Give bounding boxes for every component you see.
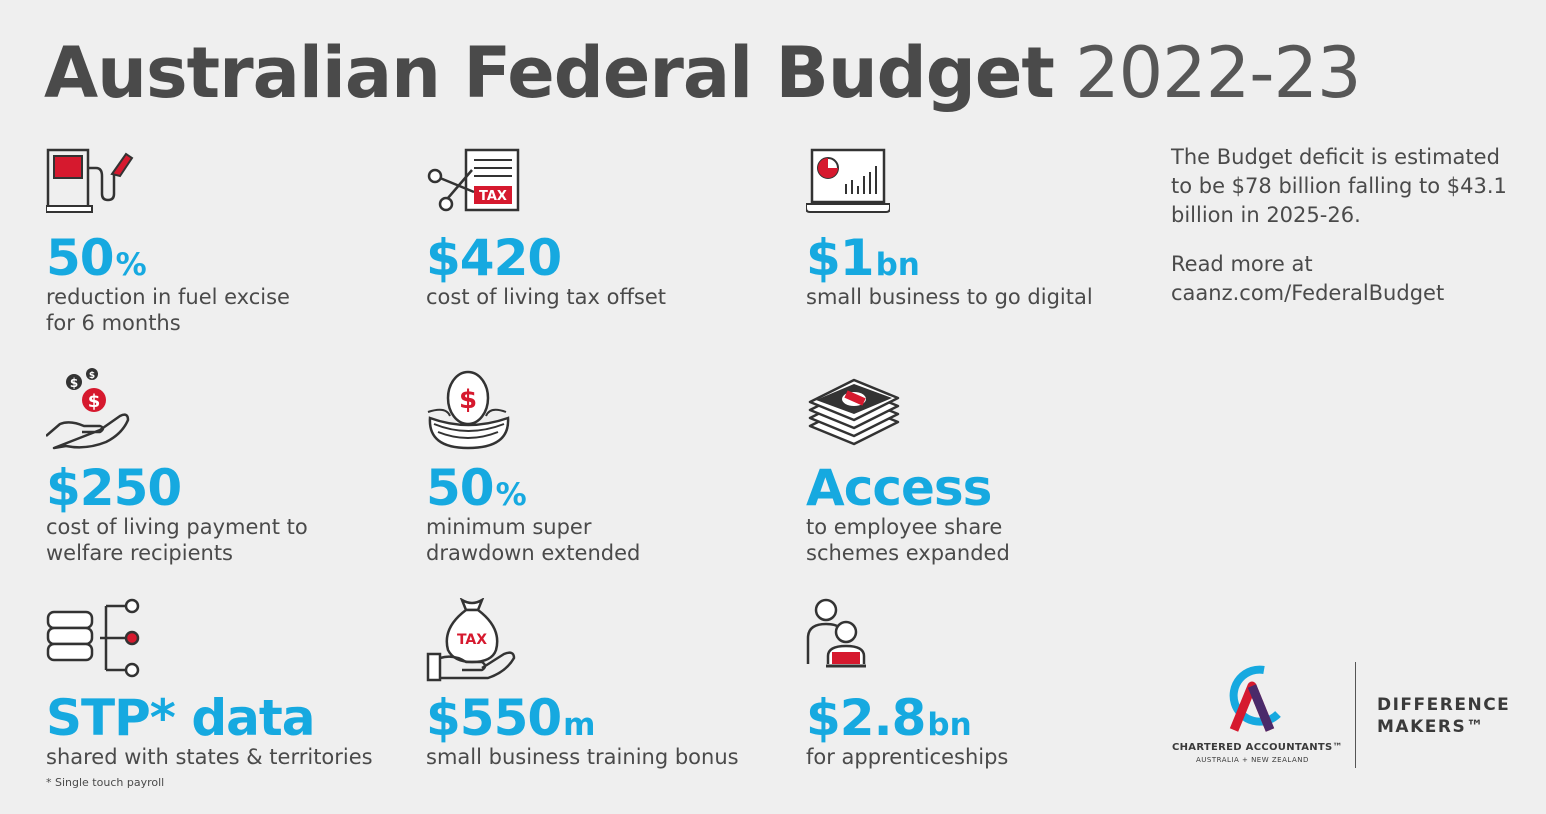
title-year: 2022-23 [1075, 32, 1361, 114]
svg-text:$: $ [70, 376, 78, 390]
laptop-chart-icon [806, 148, 890, 213]
deficit-text: The Budget deficit is estimated to be $7… [1171, 145, 1507, 227]
footnote: * Single touch payroll [46, 776, 165, 789]
logo-divider [1355, 662, 1356, 768]
stat-value: Access [806, 459, 992, 517]
stat-value: $250 [46, 459, 182, 517]
stat-description: minimum super drawdown extended [426, 515, 641, 565]
stat-description: small business to go digital [806, 285, 1093, 309]
svg-text:$: $ [459, 385, 477, 415]
fuel-pump-icon [46, 148, 134, 213]
page-title: Australian Federal Budget 2022-23 [44, 28, 1362, 118]
stat-value: 50% [46, 229, 147, 287]
stat-value: STP* data [46, 689, 315, 747]
svg-text:TAX: TAX [479, 189, 507, 204]
stat-value: $550m [426, 689, 596, 747]
stat-description: shared with states & territories [46, 745, 373, 769]
ca-region: AUSTRALIA + NEW ZEALAND [1196, 756, 1309, 764]
stat-value: $2.8bn [806, 689, 972, 747]
stat-description: cost of living payment to welfare recipi… [46, 515, 308, 565]
hand-coins-icon: $ $ $ [46, 368, 130, 450]
sidebar-summary: The Budget deficit is estimated to be $7… [1171, 143, 1511, 308]
nest-egg-icon: $ [427, 370, 510, 450]
stat-description: cost of living tax offset [426, 285, 667, 309]
stat-description: small business training bonus [426, 745, 739, 769]
stat-value: 50% [426, 459, 527, 517]
cash-stack-icon [808, 378, 900, 446]
ca-name: CHARTERED ACCOUNTANTS™ [1172, 742, 1343, 753]
stat-value: $1bn [806, 229, 920, 287]
ca-logo: CHARTERED ACCOUNTANTS™ AUSTRALIA + NEW Z… [1168, 660, 1528, 770]
ca-monogram-icon [1229, 665, 1281, 732]
tax-bag-hand-icon: TAX [426, 598, 516, 682]
svg-text:TAX: TAX [457, 632, 487, 648]
svg-text:$: $ [89, 371, 95, 381]
database-network-icon [46, 598, 140, 678]
svg-text:$: $ [88, 391, 101, 412]
tax-cut-icon: TAX [427, 148, 520, 212]
budget-link[interactable]: caanz.com/FederalBudget [1171, 281, 1445, 305]
stat-description: for apprenticeships [806, 745, 1009, 769]
title-main: Australian Federal Budget [44, 32, 1055, 114]
tagline: DIFFERENCE MAKERS™ [1377, 695, 1511, 737]
stat-description: reduction in fuel excise for 6 months [46, 285, 290, 335]
apprentice-laptop-icon [806, 598, 866, 668]
stat-description: to employee share schemes expanded [806, 515, 1010, 565]
stat-value: $420 [426, 229, 562, 287]
read-more-label: Read more at [1171, 252, 1313, 276]
